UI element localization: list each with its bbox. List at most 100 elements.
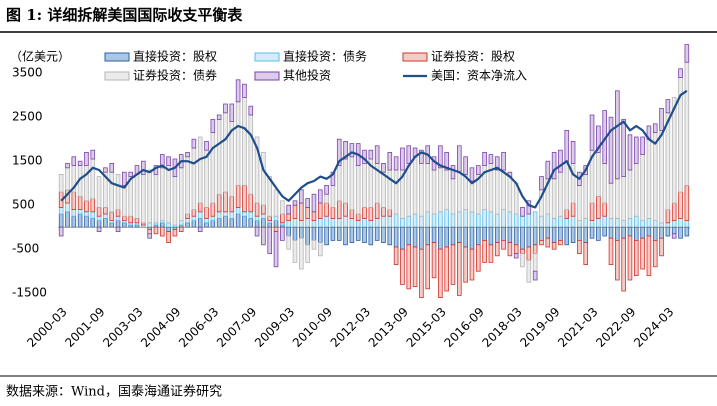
bar-segment [570, 215, 576, 228]
bar-segment [450, 244, 456, 285]
bar-segment [545, 237, 551, 248]
legend-swatch [254, 52, 280, 62]
bar-segment [482, 151, 487, 166]
bar-segment [90, 198, 96, 213]
bar-segment [665, 226, 671, 237]
bar-segment [551, 151, 557, 180]
bar-segment [210, 119, 216, 134]
bar-segment [406, 162, 412, 217]
bar-segment [494, 156, 500, 171]
bar-segment [431, 226, 437, 243]
bar-segment [400, 226, 405, 250]
bar-segment [229, 103, 235, 123]
bar-segment [191, 209, 197, 217]
bar-segment [172, 176, 178, 226]
x-tick-label: 2013-09 [366, 305, 411, 350]
bar-segment [665, 112, 671, 211]
bar-segment [197, 202, 203, 213]
bar-segment [229, 195, 235, 213]
bar-segment [520, 215, 525, 228]
bar-segment [678, 68, 683, 79]
bar-segment [254, 136, 260, 204]
bar-segment [109, 171, 115, 213]
bar-segment [58, 226, 64, 237]
bar-segment [564, 226, 570, 246]
bar-segment [324, 215, 329, 228]
bar-segment [166, 222, 171, 228]
bar-segment [381, 206, 386, 217]
bar-segment [336, 226, 342, 241]
bar-segment [305, 206, 310, 219]
bar-segment [457, 226, 462, 243]
bar-segment [355, 226, 361, 241]
x-tick-label: 2015-03 [404, 305, 449, 350]
bar-segment [450, 213, 456, 228]
bar-segment [355, 213, 361, 221]
bar-segment [475, 213, 481, 228]
bar-segment [343, 202, 348, 217]
bar-segment [58, 173, 64, 193]
bar-segment [103, 213, 108, 219]
bar-segment [90, 158, 96, 199]
bar-segment [684, 220, 690, 228]
bar-segment [235, 101, 241, 186]
legend-label: 其他投资 [283, 68, 331, 83]
bar-segment [197, 136, 203, 204]
bar-segment [185, 217, 190, 224]
bar-segment [204, 217, 209, 224]
bar-segment [419, 149, 424, 164]
bar-segment [501, 226, 506, 241]
bar-segment [463, 173, 468, 210]
bar-segment [299, 202, 304, 222]
bar-segment [223, 112, 228, 193]
bar-segment [665, 99, 671, 114]
bar-segment [482, 239, 487, 263]
bar-segment [501, 169, 506, 210]
bar-segment [305, 226, 310, 246]
bar-segment [147, 222, 152, 228]
bar-segment [457, 211, 462, 228]
bar-segment [210, 220, 216, 228]
bar-segment [178, 220, 184, 226]
bar-segment [71, 191, 77, 211]
bar-segment [374, 217, 380, 228]
bar-segment [665, 222, 671, 228]
bar-segment [330, 184, 336, 208]
bar-segment [267, 226, 273, 254]
bar-segment [65, 167, 70, 191]
x-tick-label: 2012-03 [328, 305, 373, 350]
bar-segment [608, 116, 614, 184]
bar-segment [393, 169, 399, 215]
bar-segment [254, 226, 260, 237]
bar-segment [406, 145, 412, 164]
bar-segment [273, 220, 279, 228]
bar-segment [147, 169, 152, 224]
bar-segment [387, 226, 393, 246]
bar-segment [362, 206, 367, 219]
bar-segment [507, 176, 513, 213]
bar-segment [261, 217, 266, 228]
bar-segment [235, 184, 241, 208]
bar-segment [381, 226, 386, 243]
bar-segment [172, 228, 178, 237]
x-tick-label: 2003-03 [100, 305, 145, 350]
bar-segment [406, 215, 412, 228]
y-tick-label: -500 [12, 242, 39, 256]
bar-segment [652, 226, 658, 241]
bar-segment [122, 184, 127, 217]
bar-segment [627, 226, 633, 237]
bar-segment [526, 213, 532, 228]
bar-segment [570, 140, 576, 164]
bar-segment [469, 226, 475, 250]
x-tick-label: 2018-03 [479, 305, 524, 350]
bar-segment [71, 156, 77, 167]
bar-segment [292, 200, 298, 206]
bar-segment [324, 202, 329, 217]
bar-segment [191, 220, 197, 228]
bar-segment [280, 226, 285, 241]
bar-segment [488, 154, 494, 164]
bar-segment [210, 215, 216, 221]
bar-segment [564, 160, 570, 210]
bar-segment [90, 149, 96, 160]
